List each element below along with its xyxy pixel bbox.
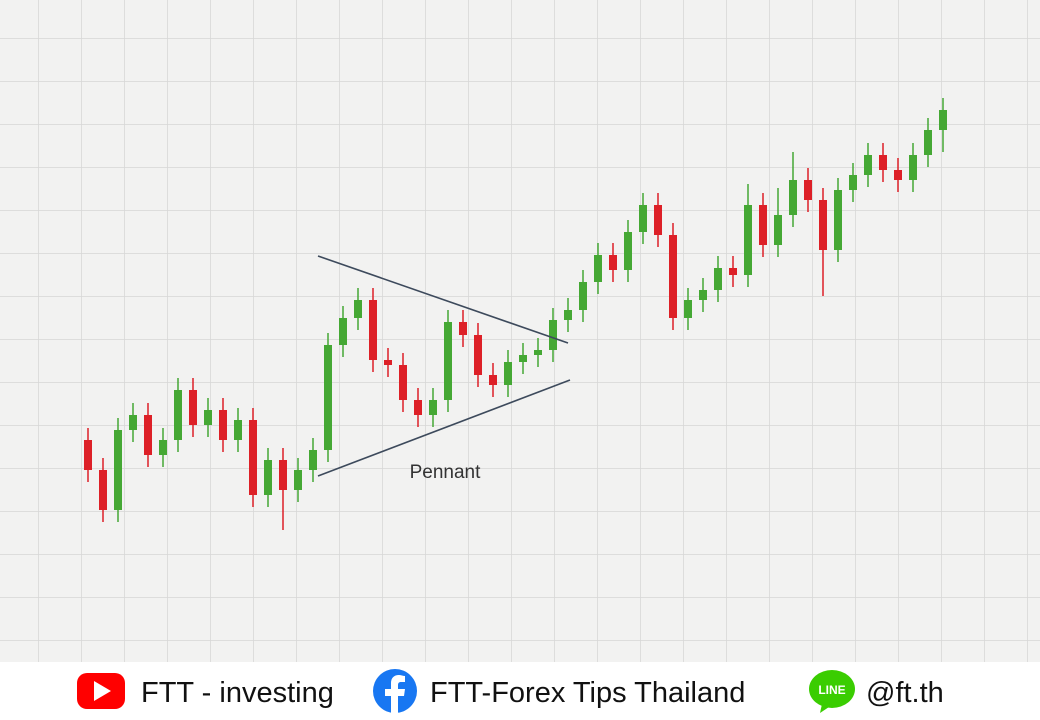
- line-label: @ft.th: [866, 677, 944, 709]
- facebook-label: FTT-Forex Tips Thailand: [430, 677, 745, 709]
- youtube-label: FTT - investing: [141, 677, 334, 709]
- candle-body: [804, 180, 812, 200]
- candle-body: [264, 460, 272, 495]
- candle-body: [459, 322, 467, 335]
- candle-body: [369, 300, 377, 360]
- candle-body: [774, 215, 782, 245]
- candle-body: [204, 410, 212, 425]
- candle-body: [429, 400, 437, 415]
- candle-body: [144, 415, 152, 455]
- candle-body: [879, 155, 887, 170]
- candle-body: [99, 470, 107, 510]
- candle-body: [849, 175, 857, 190]
- candle-body: [279, 460, 287, 490]
- candle-body: [414, 400, 422, 415]
- paper-grid: [0, 0, 1040, 662]
- candle-body: [234, 420, 242, 440]
- candle-body: [549, 320, 557, 350]
- candle-body: [504, 362, 512, 385]
- candle-body: [384, 360, 392, 365]
- candle-body: [729, 268, 737, 275]
- candle-body: [759, 205, 767, 245]
- line-icon-tail: [820, 704, 832, 713]
- candle-body: [114, 430, 122, 510]
- candle-body: [129, 415, 137, 430]
- annotation: Pennant: [410, 462, 482, 483]
- candle-body: [159, 440, 167, 455]
- candle-body: [819, 200, 827, 250]
- candle-body: [534, 350, 542, 355]
- candle-body: [219, 410, 227, 440]
- candle-body: [444, 322, 452, 400]
- candle-body: [399, 365, 407, 400]
- line-icon-text: LINE: [818, 683, 845, 697]
- facebook-f: [385, 675, 405, 713]
- candle-body: [489, 375, 497, 385]
- candle-body: [744, 205, 752, 275]
- candle-body: [474, 335, 482, 375]
- candle-body: [174, 390, 182, 440]
- candle-body: [864, 155, 872, 175]
- candle-body: [594, 255, 602, 282]
- candles: [84, 98, 947, 530]
- candle-body: [564, 310, 572, 320]
- candle-body: [309, 450, 317, 470]
- youtube-play: [94, 681, 111, 701]
- candle-body: [909, 155, 917, 180]
- candle-body: [714, 268, 722, 290]
- candle-body: [924, 130, 932, 155]
- candle-body: [639, 205, 647, 232]
- candle-body: [324, 345, 332, 450]
- candle-body: [354, 300, 362, 318]
- candle-body: [654, 205, 662, 235]
- candle-body: [609, 255, 617, 270]
- line-icon: [809, 670, 855, 708]
- candle-body: [519, 355, 527, 362]
- pennant-lower-line: [317, 379, 571, 477]
- candle-body: [669, 235, 677, 318]
- candle-body: [789, 180, 797, 215]
- candle-body: [699, 290, 707, 300]
- candle-body: [294, 470, 302, 490]
- candle-body: [834, 190, 842, 250]
- candle-body: [189, 390, 197, 425]
- candle-body: [579, 282, 587, 310]
- candle-body: [84, 440, 92, 470]
- footer: [0, 662, 1040, 720]
- candle-body: [894, 170, 902, 180]
- candle-body: [249, 420, 257, 495]
- candle-body: [939, 110, 947, 130]
- candle-body: [684, 300, 692, 318]
- pennant-upper-line: [317, 255, 569, 344]
- candle-body: [624, 232, 632, 270]
- candle-body: [339, 318, 347, 345]
